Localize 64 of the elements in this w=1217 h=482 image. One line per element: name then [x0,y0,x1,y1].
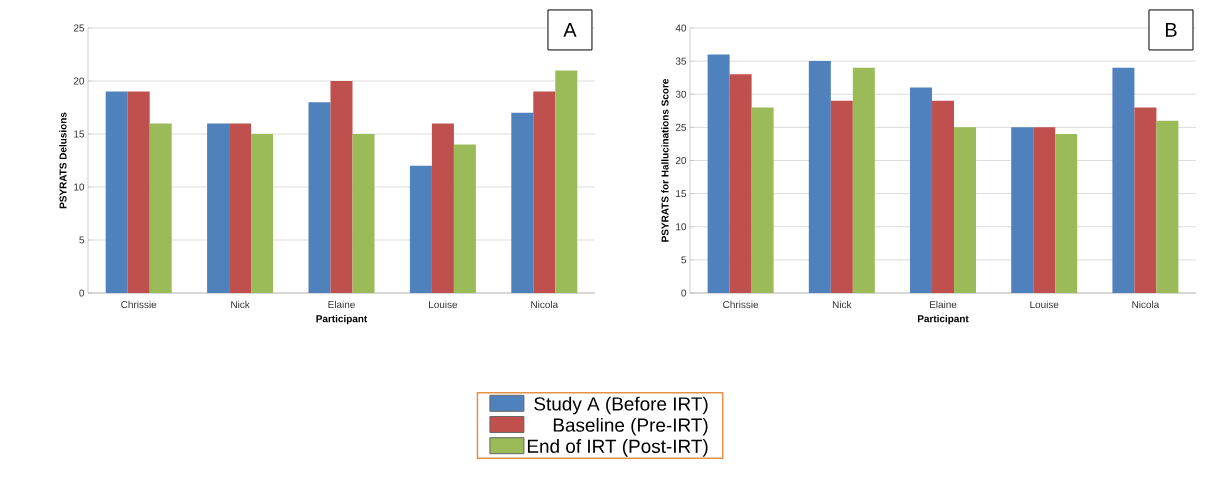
bar [910,87,933,293]
y-tick-label: 0 [681,289,687,297]
x-tick-label: Chrissie [723,300,759,309]
bar [932,100,955,293]
bar [511,112,534,293]
bar [453,144,476,293]
y-tick-label: 35 [675,57,687,65]
bar [330,81,353,293]
x-tick-label: Nicola [1132,300,1160,309]
bar [1055,134,1078,293]
bar [729,74,752,293]
x-axis-title: Participant [917,314,969,325]
x-tick-label: Louise [429,300,458,309]
bar [431,123,454,293]
bar [852,67,875,293]
bar [149,123,172,293]
x-tick-label: Elaine [328,300,355,309]
bar [1112,67,1135,293]
bar [954,127,977,293]
y-tick-label: 15 [676,190,687,198]
x-axis-title: Participant [316,314,368,325]
bar [1134,107,1157,293]
y-tick-label: 40 [675,24,687,32]
x-tick-label: Chrissie [121,300,157,309]
y-tick-label: 25 [73,24,85,32]
y-tick-label: 10 [676,223,687,231]
y-tick-label: 10 [74,183,85,191]
bar [409,165,432,293]
bar [751,107,774,293]
x-tick-label: Nick [231,300,250,309]
bar [830,100,853,293]
y-tick-label: 5 [681,256,687,264]
bar [1033,127,1056,293]
bar [1011,127,1034,293]
bar [533,91,556,293]
bar [308,102,331,293]
bar [105,91,128,293]
y-tick-label: 30 [675,90,687,98]
y-tick-label: 20 [73,77,85,85]
y-axis-title: PSYRATS for Hallucinations Score [661,79,669,242]
bar [352,134,375,293]
y-tick-label: 0 [79,289,85,297]
y-tick-label: 20 [675,156,687,165]
bar [808,61,831,293]
bar [251,134,274,293]
y-axis-title: PSYRATS Delusions [59,112,67,209]
y-tick-label: 15 [74,130,85,138]
x-tick-label: Nicola [531,300,559,309]
bar [707,54,730,293]
y-tick-label: 25 [675,123,687,131]
legend-label: End of IRT (Post-IRT) [527,439,708,457]
y-tick-label: 5 [79,236,85,244]
annotation: A [563,23,577,37]
bar [207,123,230,293]
bar [127,91,150,293]
legend-label: Baseline (Pre-IRT) [553,417,708,436]
annotation: B [1165,23,1177,37]
legend-label: Study A (Before IRT) [534,396,708,415]
bar [229,123,252,293]
x-tick-label: Louise [1030,300,1059,309]
bar [555,70,578,293]
x-tick-label: Nick [832,300,852,309]
bar [1156,120,1179,293]
x-tick-label: Elaine [929,300,957,309]
